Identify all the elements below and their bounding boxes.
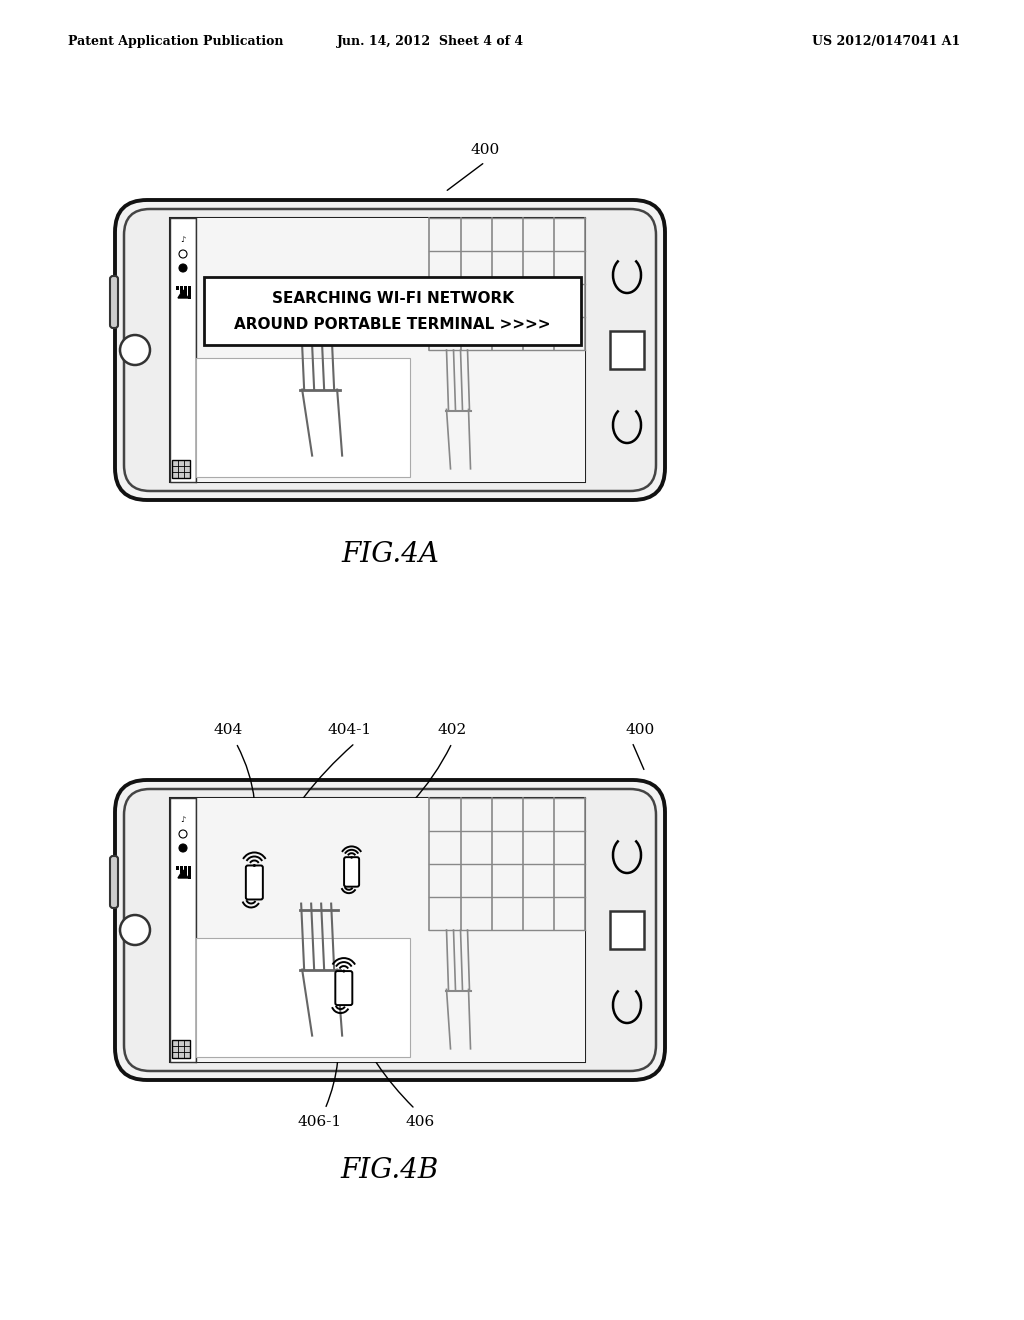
Circle shape (179, 830, 187, 838)
Bar (184, 866, 187, 876)
Bar (170, 799, 196, 1063)
FancyBboxPatch shape (335, 972, 352, 1005)
Text: 402: 402 (437, 723, 467, 737)
Circle shape (179, 249, 187, 257)
FancyBboxPatch shape (246, 866, 263, 899)
FancyBboxPatch shape (115, 780, 665, 1080)
Bar (170, 218, 585, 482)
Bar (196, 939, 410, 1057)
FancyBboxPatch shape (115, 201, 665, 500)
Circle shape (120, 915, 150, 945)
Text: 400: 400 (626, 723, 654, 737)
Bar (610, 911, 644, 949)
FancyBboxPatch shape (124, 209, 656, 491)
Text: AROUND PORTABLE TERMINAL >>>>: AROUND PORTABLE TERMINAL >>>> (234, 317, 551, 333)
Bar (188, 286, 191, 300)
Text: FIG.4B: FIG.4B (341, 1156, 439, 1184)
FancyBboxPatch shape (344, 857, 359, 887)
Text: Patent Application Publication: Patent Application Publication (68, 36, 284, 49)
Bar (188, 866, 191, 879)
Bar (172, 459, 190, 478)
Text: 406: 406 (406, 1115, 434, 1129)
Text: SEARCHING WI-FI NETWORK: SEARCHING WI-FI NETWORK (271, 292, 513, 306)
Text: Jun. 14, 2012  Sheet 4 of 4: Jun. 14, 2012 Sheet 4 of 4 (337, 36, 523, 49)
Circle shape (342, 970, 345, 973)
Text: 406-1: 406-1 (298, 1115, 342, 1129)
Text: 404-1: 404-1 (328, 723, 372, 737)
Text: US 2012/0147041 A1: US 2012/0147041 A1 (812, 36, 961, 49)
Text: FIG.4A: FIG.4A (341, 541, 439, 569)
Bar (172, 1040, 190, 1059)
FancyBboxPatch shape (110, 276, 118, 327)
Bar (196, 358, 410, 477)
Bar (180, 866, 183, 873)
Bar (610, 331, 644, 370)
Circle shape (179, 264, 187, 272)
Circle shape (253, 865, 256, 867)
Bar (170, 799, 585, 1063)
Text: 400: 400 (470, 143, 500, 157)
Bar (176, 866, 179, 870)
Circle shape (120, 335, 150, 366)
Bar (196, 799, 585, 1063)
Bar (176, 286, 179, 290)
Circle shape (179, 843, 187, 851)
FancyBboxPatch shape (124, 789, 656, 1071)
Text: ♪: ♪ (180, 235, 185, 244)
Bar (196, 218, 585, 482)
Polygon shape (178, 290, 188, 298)
Bar (204, 277, 581, 345)
Polygon shape (178, 870, 188, 878)
Text: 404: 404 (213, 723, 243, 737)
Bar (170, 218, 196, 482)
Text: ♪: ♪ (180, 816, 185, 825)
Bar (184, 286, 187, 296)
Bar (180, 286, 183, 293)
Circle shape (350, 857, 353, 859)
FancyBboxPatch shape (110, 855, 118, 908)
